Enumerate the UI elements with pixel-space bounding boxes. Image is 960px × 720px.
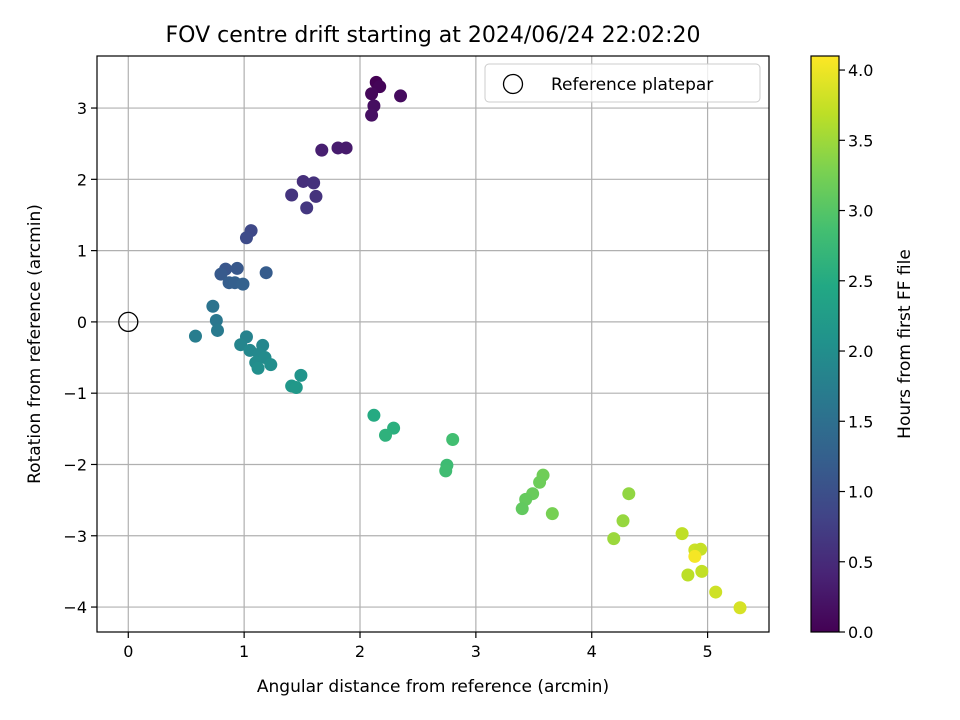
data-point xyxy=(309,189,323,203)
x-tick-label: 2 xyxy=(355,642,365,661)
y-tick-label: 2 xyxy=(77,170,87,189)
data-point xyxy=(188,329,202,343)
data-point xyxy=(259,266,273,280)
chart-title: FOV centre drift starting at 2024/06/24 … xyxy=(166,23,701,48)
data-point xyxy=(251,361,265,375)
y-axis-ticks: −4 −3 −2 −1 0 1 2 3 xyxy=(63,99,97,617)
colorbar-tick-label: 2.5 xyxy=(848,272,873,291)
y-tick-label: 0 xyxy=(77,313,87,332)
legend-marker xyxy=(502,73,524,95)
colorbar-tick-label: 3.5 xyxy=(848,131,873,150)
x-axis-label: Angular distance from reference (arcmin) xyxy=(257,677,609,697)
data-point xyxy=(688,549,702,563)
legend-label-reference: Reference platepar xyxy=(551,75,713,95)
data-point xyxy=(214,267,228,281)
data-point xyxy=(264,358,278,372)
data-point xyxy=(515,502,529,516)
x-tick-label: 0 xyxy=(123,642,133,661)
data-point xyxy=(607,532,621,546)
data-point xyxy=(289,380,303,394)
data-point xyxy=(709,585,723,599)
data-point xyxy=(622,487,636,501)
data-point xyxy=(439,464,453,478)
data-point xyxy=(367,408,381,422)
data-point xyxy=(394,89,408,103)
x-tick-label: 4 xyxy=(587,642,597,661)
colorbar-tick-label: 4.0 xyxy=(848,61,873,80)
reference-point xyxy=(118,311,139,333)
data-point xyxy=(285,188,299,202)
data-point xyxy=(210,323,224,337)
y-tick-label: 3 xyxy=(77,99,87,118)
y-tick-label: −4 xyxy=(63,598,87,617)
data-point xyxy=(545,507,559,521)
data-point xyxy=(239,231,253,245)
y-tick-label: −2 xyxy=(63,455,87,474)
colorbar-gradient xyxy=(811,56,839,632)
x-axis-ticks: 0 1 2 3 4 5 xyxy=(123,632,713,661)
grid xyxy=(97,56,769,632)
y-axis-label: Rotation from reference (arcmin) xyxy=(25,204,45,484)
x-tick-label: 3 xyxy=(471,642,481,661)
data-point xyxy=(533,475,547,489)
data-point xyxy=(209,313,223,327)
data-point xyxy=(315,143,329,157)
reference-marker-layer xyxy=(118,311,139,333)
x-tick-label: 1 xyxy=(239,642,249,661)
data-point xyxy=(236,277,250,291)
data-point xyxy=(365,87,379,101)
colorbar-tick-label: 0.5 xyxy=(848,553,873,572)
data-point xyxy=(300,201,314,215)
data-point xyxy=(339,141,353,155)
data-point xyxy=(230,261,244,275)
data-point xyxy=(675,527,689,541)
y-tick-label: 1 xyxy=(77,242,87,261)
data-point xyxy=(307,176,321,190)
legend-box xyxy=(484,63,761,103)
data-point xyxy=(681,568,695,582)
data-point xyxy=(616,514,630,528)
data-point xyxy=(365,108,379,122)
colorbar-tick-label: 0.0 xyxy=(848,623,873,642)
data-point xyxy=(378,428,392,442)
colorbar-label: Hours from first FF file xyxy=(895,249,915,439)
colorbar-tick-label: 1.0 xyxy=(848,483,873,502)
x-tick-label: 5 xyxy=(702,642,712,661)
legend: Reference platepar xyxy=(484,63,761,103)
colorbar-tick-label: 2.0 xyxy=(848,342,873,361)
y-tick-label: −1 xyxy=(63,384,87,403)
colorbar: 0.0 0.5 1.0 1.5 2.0 2.5 3.0 3.5 4.0 Hours from f… xyxy=(810,55,915,642)
data-point xyxy=(446,433,460,447)
colorbar-tick-label: 3.0 xyxy=(848,202,873,221)
data-point xyxy=(733,601,747,615)
data-point xyxy=(695,564,709,578)
colorbar-tick-label: 1.5 xyxy=(848,412,873,431)
plot-frame xyxy=(96,55,770,633)
data-point xyxy=(206,299,220,313)
data-point xyxy=(296,174,310,188)
scatter-points xyxy=(188,75,747,615)
colorbar-ticks: 0.0 0.5 1.0 1.5 2.0 2.5 3.0 3.5 4.0 xyxy=(839,61,873,642)
colorbar-frame xyxy=(810,55,840,633)
data-point xyxy=(294,368,308,382)
y-tick-label: −3 xyxy=(63,527,87,546)
